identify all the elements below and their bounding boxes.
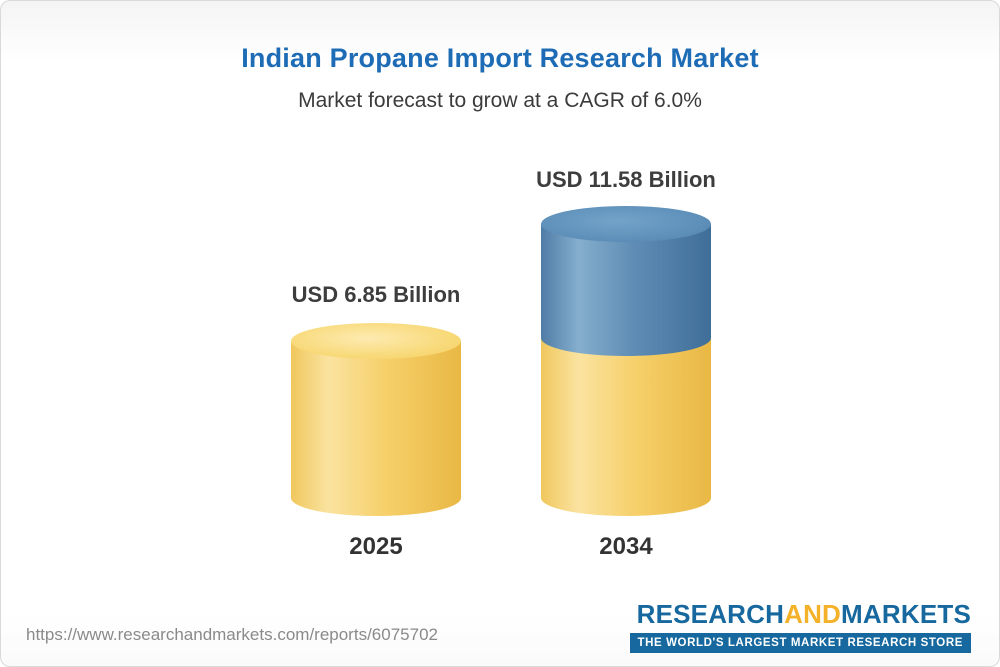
chart-subtitle: Market forecast to grow at a CAGR of 6.0… (298, 89, 702, 112)
bar-2025-cylinder (291, 323, 461, 516)
value-label-2034: USD 11.58 Billion (536, 167, 716, 192)
bar-2034-bottom-cap (541, 480, 711, 516)
logo-tagline: THE WORLD'S LARGEST MARKET RESEARCH STOR… (629, 633, 971, 653)
bar-2025-bottom-cap (291, 480, 461, 516)
bar-2034-top-cap (541, 206, 711, 242)
value-label-2025: USD 6.85 Billion (291, 282, 461, 307)
logo-wordmark: RESEARCHANDMARKETS (630, 599, 972, 630)
chart-title: Indian Propane Import Research Market (241, 43, 759, 73)
logo-word-and: AND (784, 599, 842, 629)
x-axis-label-2034: 2034 (599, 533, 653, 560)
report-url: https://www.researchandmarkets.com/repor… (26, 625, 438, 644)
logo-word-research: RESEARCH (636, 599, 785, 629)
research-and-markets-logo: RESEARCHANDMARKETS THE WORLD'S LARGEST M… (629, 599, 972, 653)
bar-2025-body (291, 341, 461, 498)
bar-2034-base-segment (541, 338, 711, 498)
bar-2034-growth-segment (541, 224, 711, 338)
x-axis-label-2025: 2025 (349, 533, 403, 560)
bar-2025-top-cap (291, 323, 461, 359)
bar-2034-cylinder (541, 206, 711, 516)
logo-word-markets: MARKETS (841, 599, 971, 629)
